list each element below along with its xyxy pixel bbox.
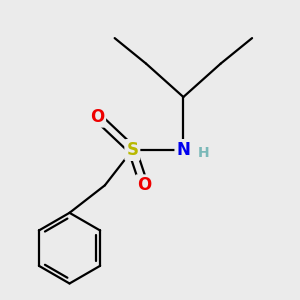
Text: S: S [126,141,138,159]
Text: H: H [198,146,210,160]
Text: O: O [90,108,104,126]
Text: O: O [137,176,151,194]
Text: N: N [176,141,190,159]
